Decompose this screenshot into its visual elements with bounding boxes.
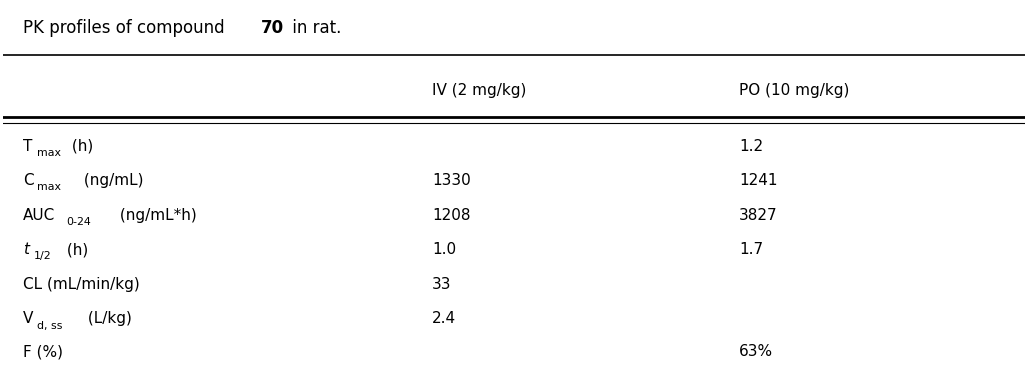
Text: 33: 33 <box>432 277 451 292</box>
Text: F (%): F (%) <box>24 344 64 359</box>
Text: PK profiles of compound: PK profiles of compound <box>24 19 230 37</box>
Text: (ng/mL*h): (ng/mL*h) <box>115 208 197 223</box>
Text: d, ss: d, ss <box>37 321 62 331</box>
Text: 1208: 1208 <box>432 208 471 223</box>
Text: 3827: 3827 <box>739 208 777 223</box>
Text: 70: 70 <box>260 19 284 37</box>
Text: CL (mL/min/kg): CL (mL/min/kg) <box>24 277 140 292</box>
Text: 1.2: 1.2 <box>739 139 763 154</box>
Text: V: V <box>24 311 34 327</box>
Text: in rat.: in rat. <box>287 19 341 37</box>
Text: 2.4: 2.4 <box>432 311 456 327</box>
Text: PO (10 mg/kg): PO (10 mg/kg) <box>739 83 849 97</box>
Text: (h): (h) <box>67 139 94 154</box>
Text: t: t <box>24 242 29 258</box>
Text: (h): (h) <box>62 242 88 258</box>
Text: AUC: AUC <box>24 208 56 223</box>
Text: 1.0: 1.0 <box>432 242 456 258</box>
Text: T: T <box>24 139 33 154</box>
Text: (ng/mL): (ng/mL) <box>79 173 144 188</box>
Text: (L/kg): (L/kg) <box>82 311 132 327</box>
Text: 1330: 1330 <box>432 173 471 188</box>
Text: C: C <box>24 173 34 188</box>
Text: IV (2 mg/kg): IV (2 mg/kg) <box>432 83 526 97</box>
Text: 63%: 63% <box>739 344 773 359</box>
Text: max: max <box>37 182 61 192</box>
Text: 1241: 1241 <box>739 173 777 188</box>
Text: 1/2: 1/2 <box>34 251 51 262</box>
Text: 1.7: 1.7 <box>739 242 763 258</box>
Text: max: max <box>37 148 61 158</box>
Text: 0-24: 0-24 <box>66 217 90 227</box>
